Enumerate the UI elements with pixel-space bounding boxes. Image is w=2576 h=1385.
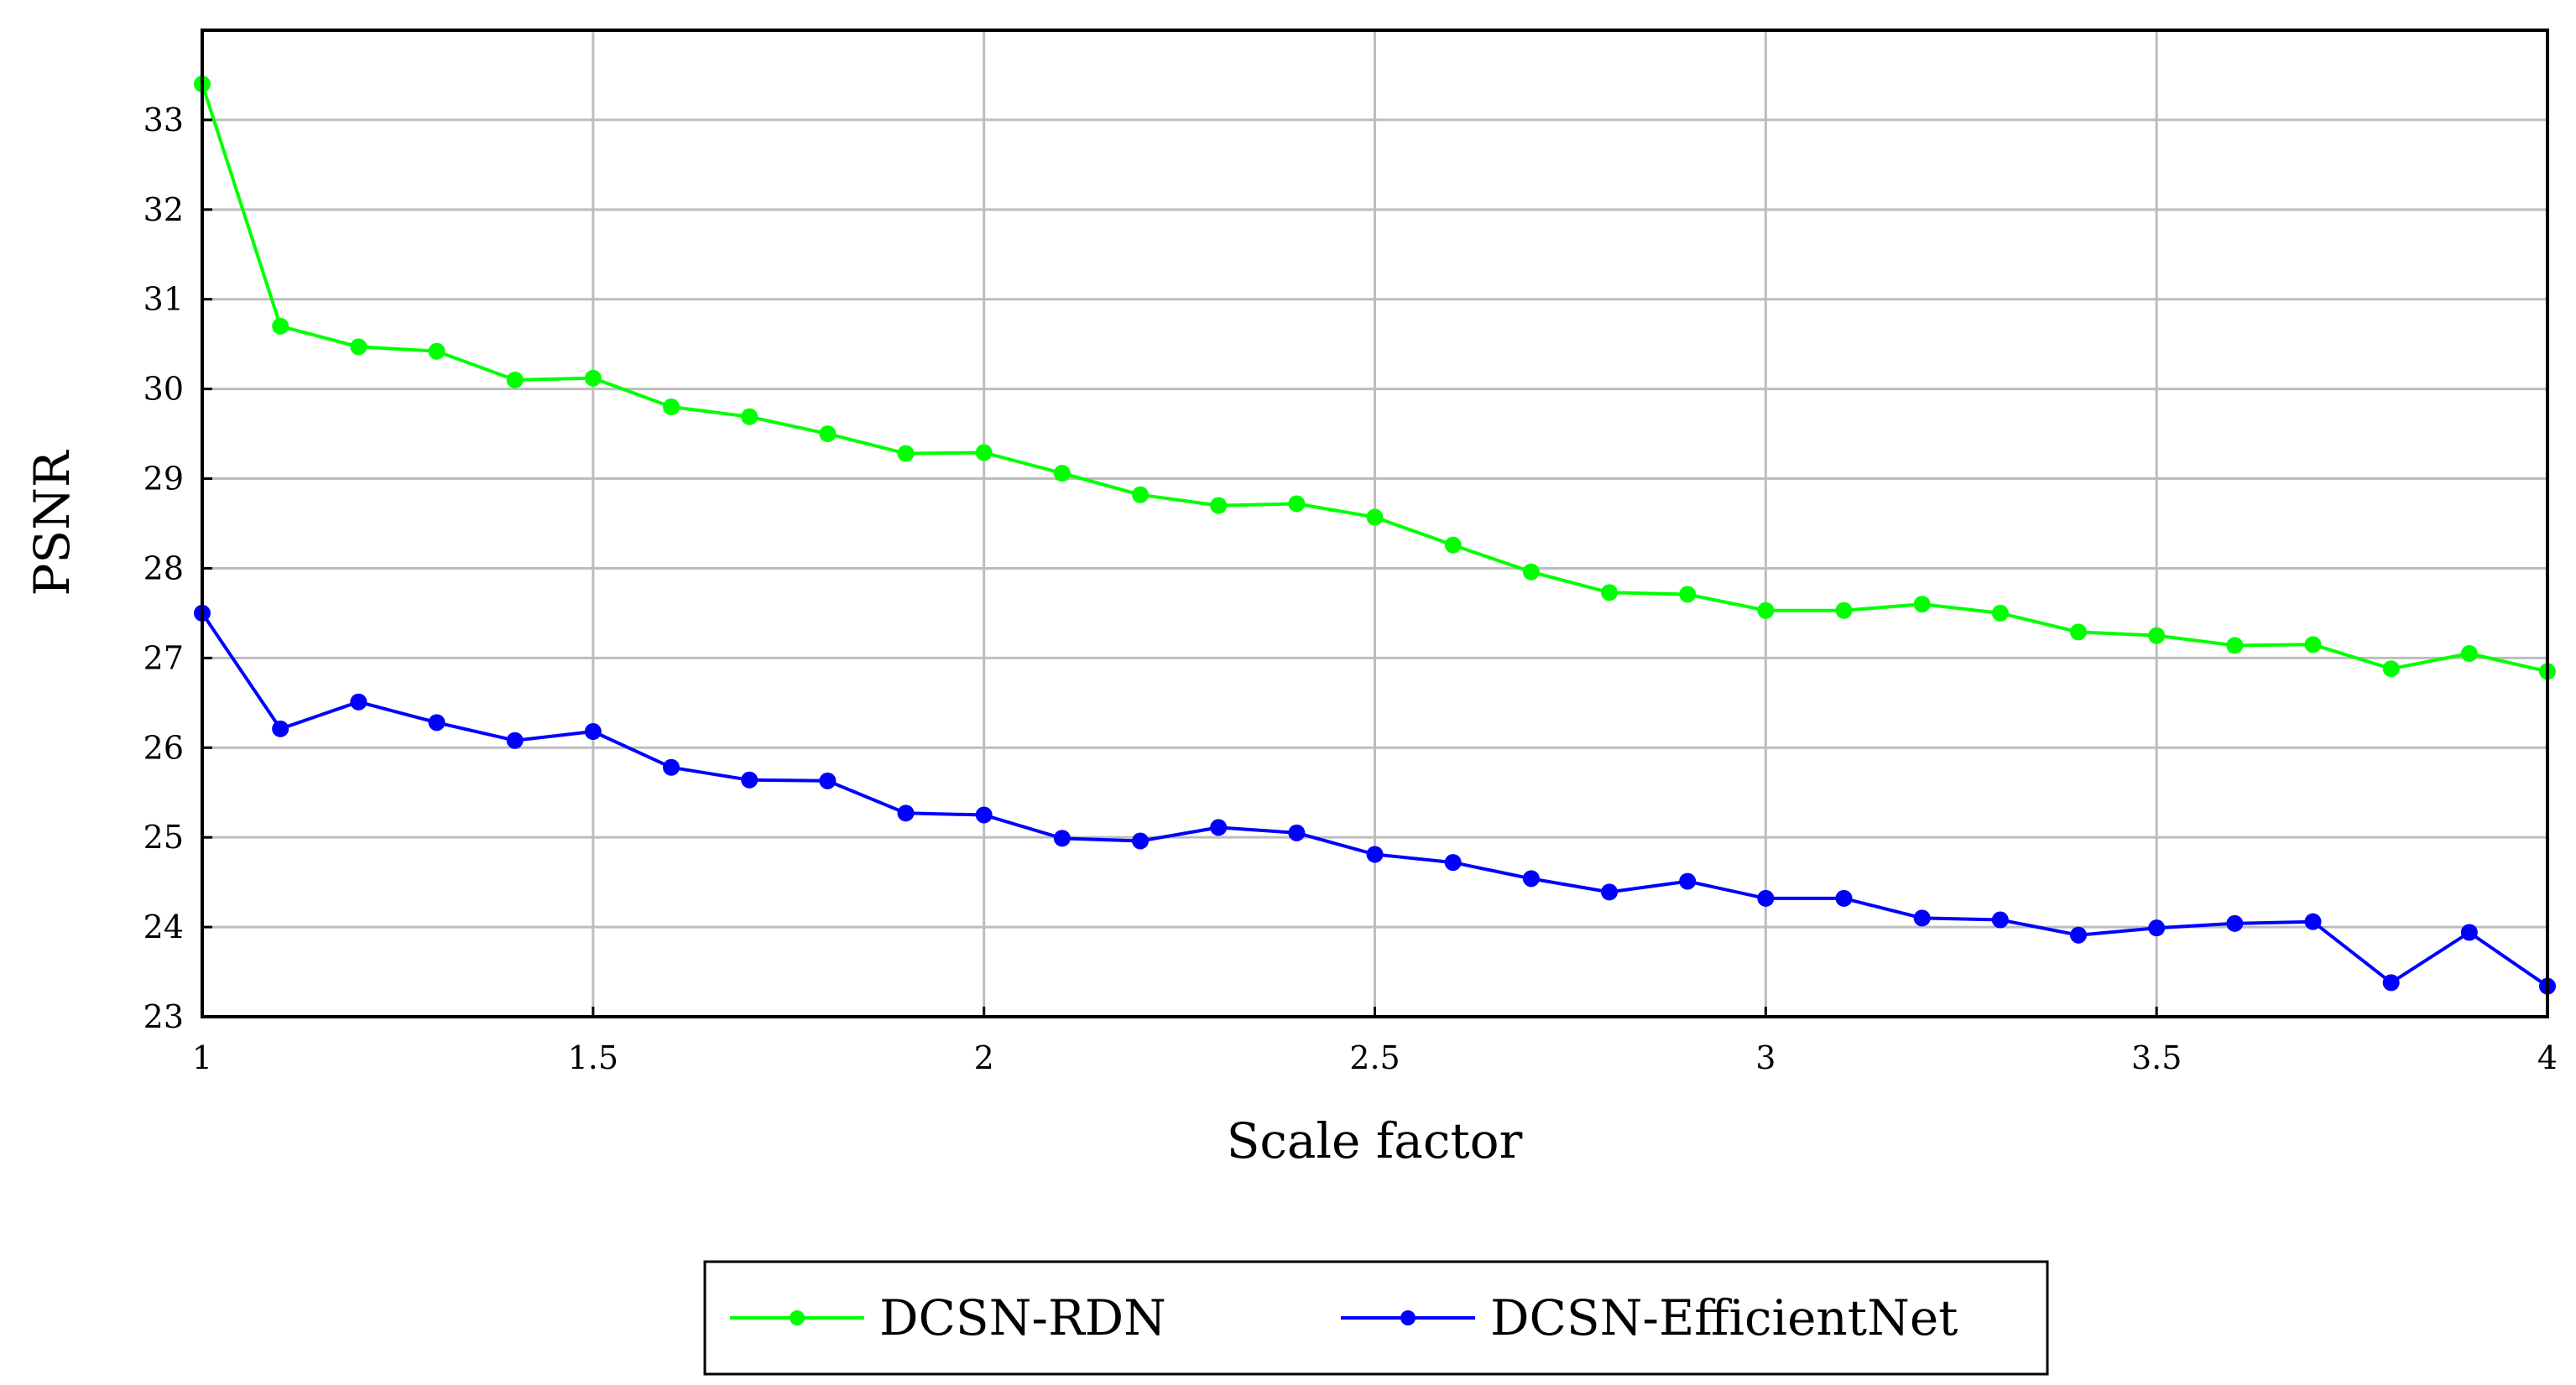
legend-entry-dcsn-efficientnet: DCSN-EfficientNet [1341, 1289, 1958, 1346]
data-point [2382, 974, 2400, 992]
x-tick-label: 4 [2537, 1039, 2558, 1076]
data-point [272, 317, 289, 335]
legend-label: DCSN-RDN [879, 1289, 1166, 1346]
data-point [2070, 926, 2087, 944]
data-point [1991, 911, 2009, 929]
y-tick-label: 23 [143, 998, 184, 1035]
legend-swatch-marker [790, 1310, 805, 1325]
data-point [2226, 914, 2244, 932]
data-point [1757, 601, 1775, 619]
data-point [428, 714, 446, 732]
series-dcsn-efficientnet [194, 604, 2556, 995]
data-point [1913, 596, 1931, 613]
data-point [1835, 601, 1853, 619]
data-point [1991, 604, 2009, 622]
data-point [1366, 846, 1384, 863]
data-point [272, 720, 289, 737]
data-point [584, 369, 602, 387]
data-point [897, 445, 915, 462]
data-point [1679, 586, 1697, 603]
x-tick-label: 2.5 [1349, 1039, 1400, 1076]
data-point [1835, 889, 1853, 907]
legend: DCSN-RDN DCSN-EfficientNet [703, 1260, 2049, 1376]
y-tick-label: 27 [143, 639, 184, 676]
data-point [2460, 924, 2478, 941]
y-tick-label: 32 [143, 191, 184, 228]
data-point [663, 398, 680, 416]
data-point [1522, 563, 1540, 581]
x-tick-label: 1.5 [568, 1039, 618, 1076]
y-axis-ticks: 23 24 25 26 27 28 29 30 31 32 33 [143, 102, 212, 1035]
x-tick-label: 3.5 [2131, 1039, 2182, 1076]
data-point [1366, 508, 1384, 526]
y-tick-label: 24 [143, 909, 184, 945]
data-point [741, 408, 759, 425]
legend-label: DCSN-EfficientNet [1490, 1289, 1958, 1346]
data-point [1913, 909, 1931, 927]
data-point [2148, 919, 2166, 937]
data-point [1601, 883, 1618, 901]
data-point [2226, 637, 2244, 654]
series-layer [194, 75, 2556, 995]
legend-swatch-marker [1400, 1310, 1416, 1325]
x-tick-label: 1 [192, 1039, 212, 1076]
data-point [2304, 636, 2322, 653]
data-point [1679, 872, 1697, 890]
y-tick-label: 30 [143, 371, 184, 408]
data-point [1444, 854, 1462, 872]
data-point [975, 806, 993, 824]
data-point [1288, 824, 1306, 841]
x-tick-label: 3 [1755, 1039, 1776, 1076]
y-tick-label: 28 [143, 549, 184, 586]
data-point [1601, 584, 1618, 601]
data-point [2148, 627, 2166, 644]
data-point [1757, 889, 1775, 907]
y-axis-label: PSNR [23, 449, 81, 596]
data-point [1288, 495, 1306, 513]
data-point [2382, 660, 2400, 678]
data-point [1522, 870, 1540, 888]
data-point [2070, 623, 2087, 641]
x-tick-label: 2 [974, 1039, 994, 1076]
x-axis-label: Scale factor [1227, 1112, 1523, 1169]
data-point [506, 732, 524, 749]
data-point [350, 693, 368, 711]
data-point [2460, 645, 2478, 663]
data-point [663, 758, 680, 776]
data-point [1053, 830, 1071, 847]
data-point [428, 342, 446, 360]
data-point [1132, 486, 1149, 503]
data-point [2304, 913, 2322, 930]
data-point [350, 338, 368, 356]
data-point [1444, 536, 1462, 554]
y-tick-label: 25 [143, 819, 184, 856]
grid [202, 30, 2547, 1017]
data-point [1210, 497, 1228, 514]
data-point [819, 772, 837, 789]
data-point [897, 804, 915, 822]
x-axis-ticks: 1 1.5 2 2.5 3 3.5 4 [192, 1007, 2558, 1076]
data-point [1132, 832, 1149, 850]
data-point [506, 371, 524, 388]
data-point [741, 771, 759, 789]
data-point [584, 723, 602, 741]
y-tick-label: 26 [143, 729, 184, 766]
series-dcsn-rdn [194, 75, 2556, 680]
y-tick-label: 31 [143, 281, 184, 318]
data-point [819, 425, 837, 443]
legend-entry-dcsn-rdn: DCSN-RDN [730, 1289, 1166, 1346]
y-tick-label: 29 [143, 461, 184, 497]
data-point [1053, 465, 1071, 482]
data-point [975, 444, 993, 461]
data-point [1210, 819, 1228, 836]
y-tick-label: 33 [143, 102, 184, 138]
